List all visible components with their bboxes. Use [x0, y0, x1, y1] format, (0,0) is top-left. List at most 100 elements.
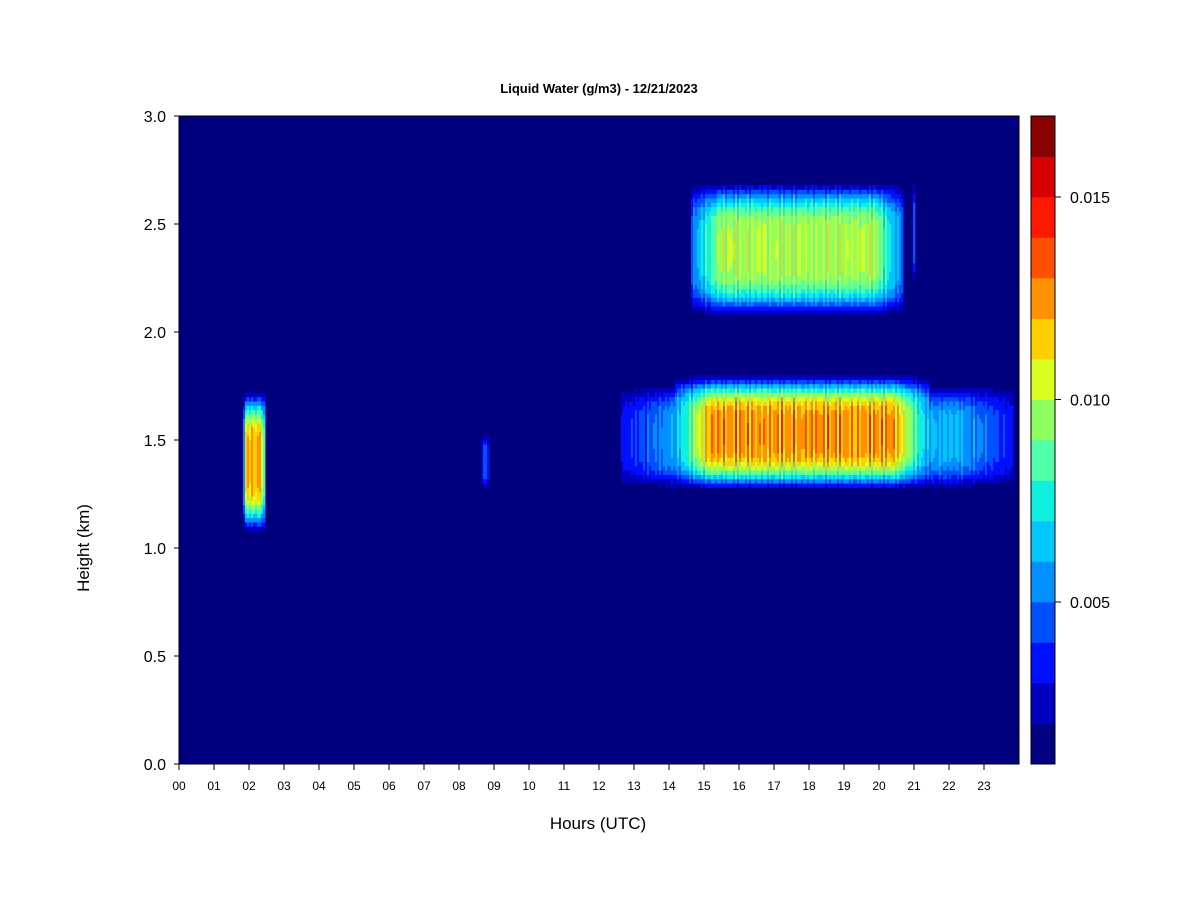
heatmap-cell: [697, 401, 700, 406]
heatmap-cell: [685, 401, 688, 406]
heatmap-cell: [621, 465, 624, 471]
heatmap-cell: [625, 478, 628, 484]
heatmap-cell: [679, 457, 682, 462]
heatmap-cell: [681, 474, 684, 480]
heatmap-cell: [243, 500, 246, 506]
heatmap-cell: [701, 409, 704, 415]
heatmap-cell: [663, 478, 666, 484]
heatmap-cell: [257, 526, 260, 532]
heatmap-cell: [487, 435, 490, 441]
heatmap-cell: [655, 448, 658, 454]
heatmap-cell: [639, 448, 642, 454]
heatmap-cell: [699, 409, 702, 415]
heatmap-cell: [633, 401, 636, 406]
heatmap-cell: [677, 401, 680, 406]
heatmap-cell: [683, 448, 686, 454]
heatmap-cell: [637, 388, 640, 393]
heatmap-cell: [645, 401, 648, 406]
heatmap-cell: [625, 461, 628, 467]
heatmap-cell: [691, 379, 694, 385]
heatmap-cell: [259, 504, 262, 510]
heatmap-cell: [673, 401, 676, 406]
heatmap-cell: [665, 465, 668, 471]
heatmap-cell: [257, 504, 260, 510]
heatmap-cell: [249, 392, 252, 398]
heatmap-cell: [701, 310, 704, 316]
heatmap-cell: [627, 427, 630, 432]
heatmap-cell: [671, 388, 674, 393]
heatmap-cell: [627, 452, 630, 458]
heatmap-cell: [695, 211, 698, 216]
heatmap-cell: [257, 517, 260, 523]
heatmap-cell: [699, 414, 702, 419]
heatmap-cell: [701, 262, 704, 268]
heatmap-cell: [677, 409, 680, 415]
heatmap-cell: [687, 405, 690, 411]
heatmap-cell: [633, 470, 636, 475]
heatmap-cell: [701, 396, 704, 402]
heatmap-cell: [663, 409, 666, 415]
heatmap-cell: [699, 211, 702, 216]
heatmap-cell: [485, 444, 488, 450]
heatmap-cell: [671, 414, 674, 419]
heatmap-cell: [631, 444, 634, 450]
heatmap-cell: [663, 422, 666, 428]
heatmap-cell: [697, 418, 700, 424]
heatmap-cell: [675, 470, 678, 475]
heatmap-cell: [647, 444, 650, 450]
heatmap-cell: [649, 409, 652, 415]
heatmap-cell: [701, 452, 704, 458]
heatmap-cell: [259, 405, 262, 411]
heatmap-cell: [245, 517, 248, 523]
heatmap-cell: [643, 465, 646, 471]
heatmap-cell: [653, 461, 656, 467]
heatmap-cell: [261, 396, 264, 402]
heatmap-cell: [633, 457, 636, 462]
heatmap-cell: [651, 452, 654, 458]
heatmap-cell: [243, 405, 246, 411]
heatmap-cell: [665, 418, 668, 424]
heatmap-cell: [243, 478, 246, 484]
heatmap-cell: [701, 379, 704, 385]
heatmap-cell: [695, 206, 698, 212]
heatmap-cell: [255, 517, 258, 523]
heatmap-cell: [691, 241, 694, 246]
heatmap-cell: [635, 478, 638, 484]
heatmap-cell: [251, 452, 254, 458]
heatmap-cell: [703, 474, 706, 480]
heatmap-cell: [635, 440, 638, 445]
heatmap-cell: [263, 427, 266, 432]
heatmap-cell: [667, 461, 670, 467]
heatmap-cell: [723, 180, 726, 186]
heatmap-cell: [635, 405, 638, 411]
heatmap-cell: [691, 301, 694, 307]
heatmap-cell: [695, 440, 698, 445]
heatmap-cell: [655, 440, 658, 445]
heatmap-cell: [485, 448, 488, 454]
heatmap-cell: [245, 405, 248, 411]
heatmap-cell: [699, 470, 702, 475]
heatmap-cell: [693, 440, 696, 445]
heatmap-cell: [647, 457, 650, 462]
heatmap-cell: [693, 288, 696, 294]
heatmap-cell: [627, 422, 630, 428]
heatmap-cell: [649, 474, 652, 480]
heatmap-cell: [701, 461, 704, 467]
heatmap-cell: [263, 483, 266, 488]
heatmap-cell: [263, 448, 266, 454]
heatmap-cell: [487, 457, 490, 462]
heatmap-cell: [641, 478, 644, 484]
heatmap-cell: [645, 409, 648, 415]
heatmap-cell: [483, 478, 486, 484]
heatmap-cell: [691, 258, 694, 264]
heatmap-cell: [641, 414, 644, 419]
heatmap-cell: [667, 431, 670, 437]
heatmap-cell: [651, 440, 654, 445]
heatmap-cell: [255, 483, 258, 488]
heatmap-cell: [691, 483, 694, 488]
heatmap-cell: [253, 401, 256, 406]
heatmap-cell: [659, 414, 662, 419]
heatmap-cell: [673, 474, 676, 480]
heatmap-cell: [657, 401, 660, 406]
heatmap-cell: [245, 470, 248, 475]
